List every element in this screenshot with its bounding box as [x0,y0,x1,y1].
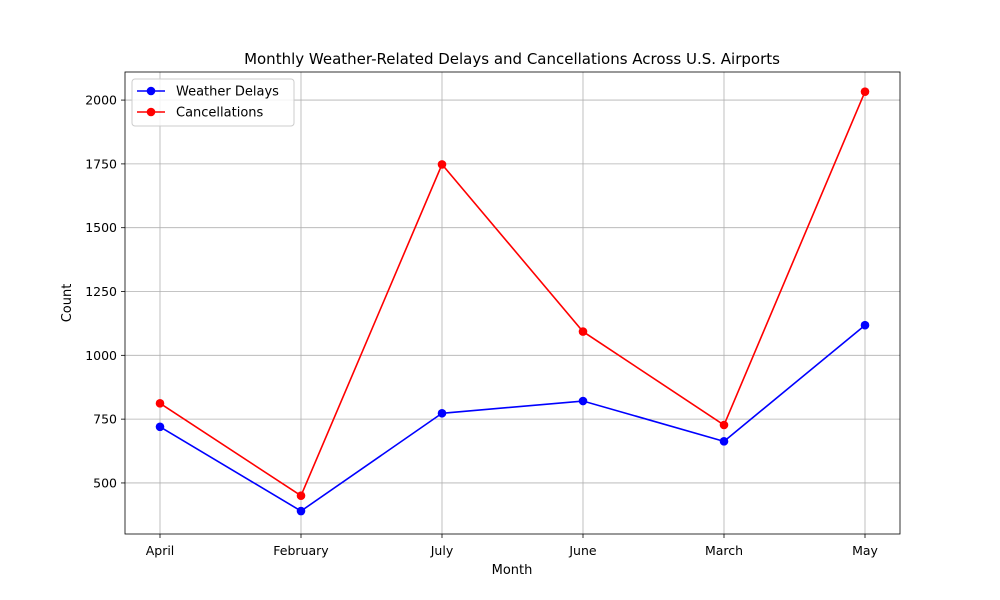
series-cancellations [155,87,870,501]
data-point-weather-delays [719,437,729,446]
legend-box [131,78,295,127]
y-tick-label: 2000 [85,93,117,108]
data-point-weather-delays [860,320,870,330]
data-point-cancellations [578,327,588,336]
data-point-cancellations [155,399,165,408]
data-point-cancellations [860,87,870,96]
series-weather-delays [155,320,870,516]
data-point-weather-delays [578,396,588,406]
legend: Weather Delays Cancellations [131,78,295,127]
legend-marker [146,86,156,96]
x-axis: April February July June March May [146,534,879,558]
y-axis-label: Count [60,284,75,323]
legend-label: Weather Delays [176,85,279,100]
y-tick-label: 1250 [85,284,117,299]
y-tick-label: 750 [93,412,117,427]
series-layer [155,87,870,516]
x-tick-label: February [273,543,329,558]
y-tick-label: 1500 [85,220,117,235]
legend-marker [146,107,156,117]
data-point-weather-delays [155,422,165,432]
x-axis-label: Month [492,563,533,578]
series-line-weather-delays [159,324,866,512]
data-point-cancellations [296,491,306,501]
chart-title: Monthly Weather-Related Delays and Cance… [244,50,780,68]
data-point-weather-delays [437,408,447,418]
y-tick-label: 1750 [85,156,117,171]
x-tick-label: March [705,543,743,558]
y-tick-label: 1000 [85,348,117,363]
y-tick-label: 500 [93,475,117,490]
plot-frame [124,71,901,535]
x-tick-label: June [568,543,597,558]
data-point-cancellations [719,420,729,430]
data-point-weather-delays [296,506,306,516]
series-line-cancellations [159,91,866,497]
x-tick-label: July [430,543,454,558]
legend-label: Cancellations [176,106,264,121]
grid [125,72,900,534]
x-tick-label: April [146,543,175,558]
y-axis: 500 750 1000 1250 1500 1750 2000 [85,93,125,490]
data-point-cancellations [437,160,447,169]
x-tick-label: May [852,543,878,558]
